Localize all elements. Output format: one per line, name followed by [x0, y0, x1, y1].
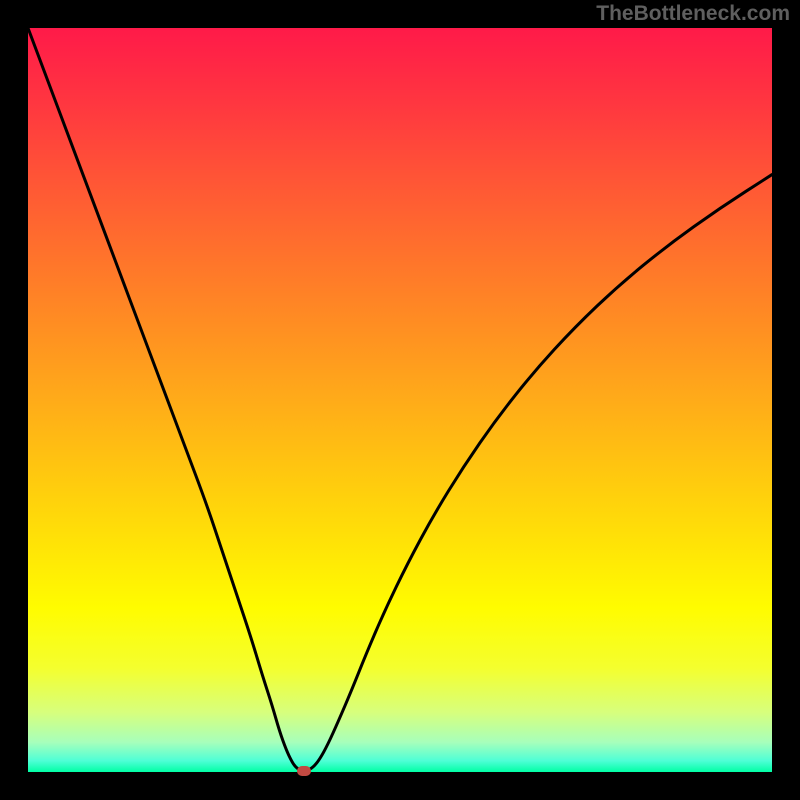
minimum-marker-dot [297, 766, 311, 776]
chart-container: TheBottleneck.com [0, 0, 800, 800]
plot-area [28, 28, 772, 772]
watermark-text: TheBottleneck.com [596, 2, 790, 26]
curve-layer [28, 28, 772, 772]
bottleneck-curve [28, 28, 772, 771]
